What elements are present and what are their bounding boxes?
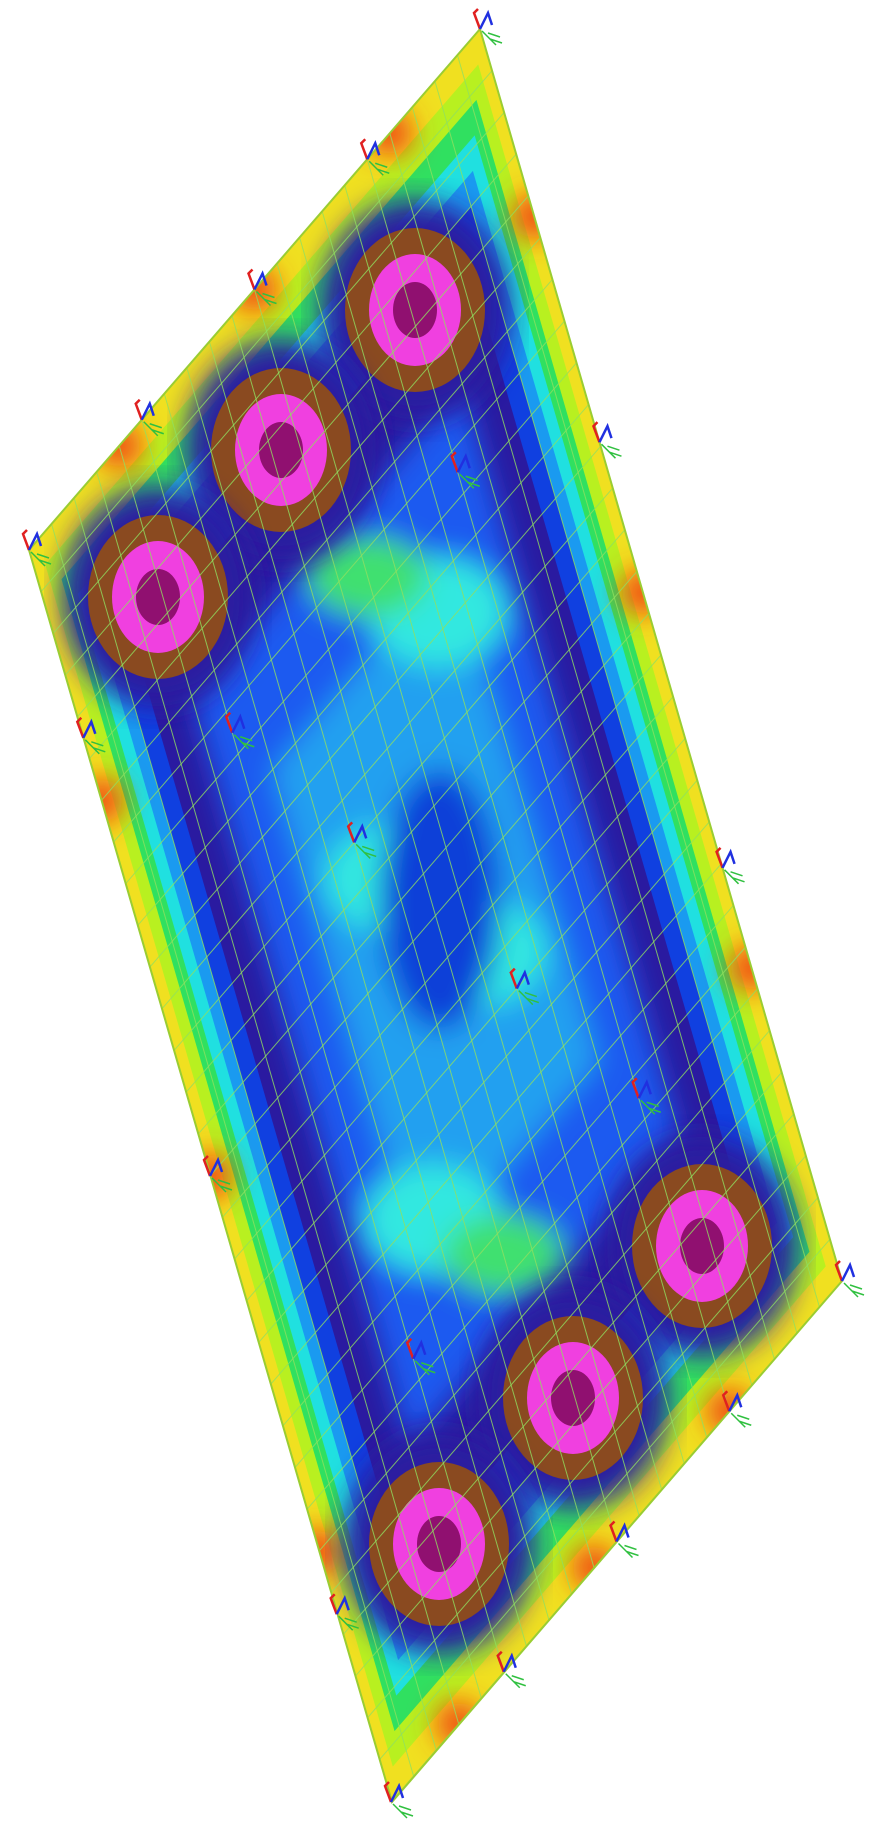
page: {} (() => { const data = JSON.parse(docu…: [0, 0, 876, 1847]
peak-core: [136, 569, 180, 625]
peak-core: [551, 1370, 595, 1426]
center-blue: [380, 770, 500, 1030]
peak-core: [393, 282, 437, 338]
slab-contour-plot: [0, 0, 876, 1847]
